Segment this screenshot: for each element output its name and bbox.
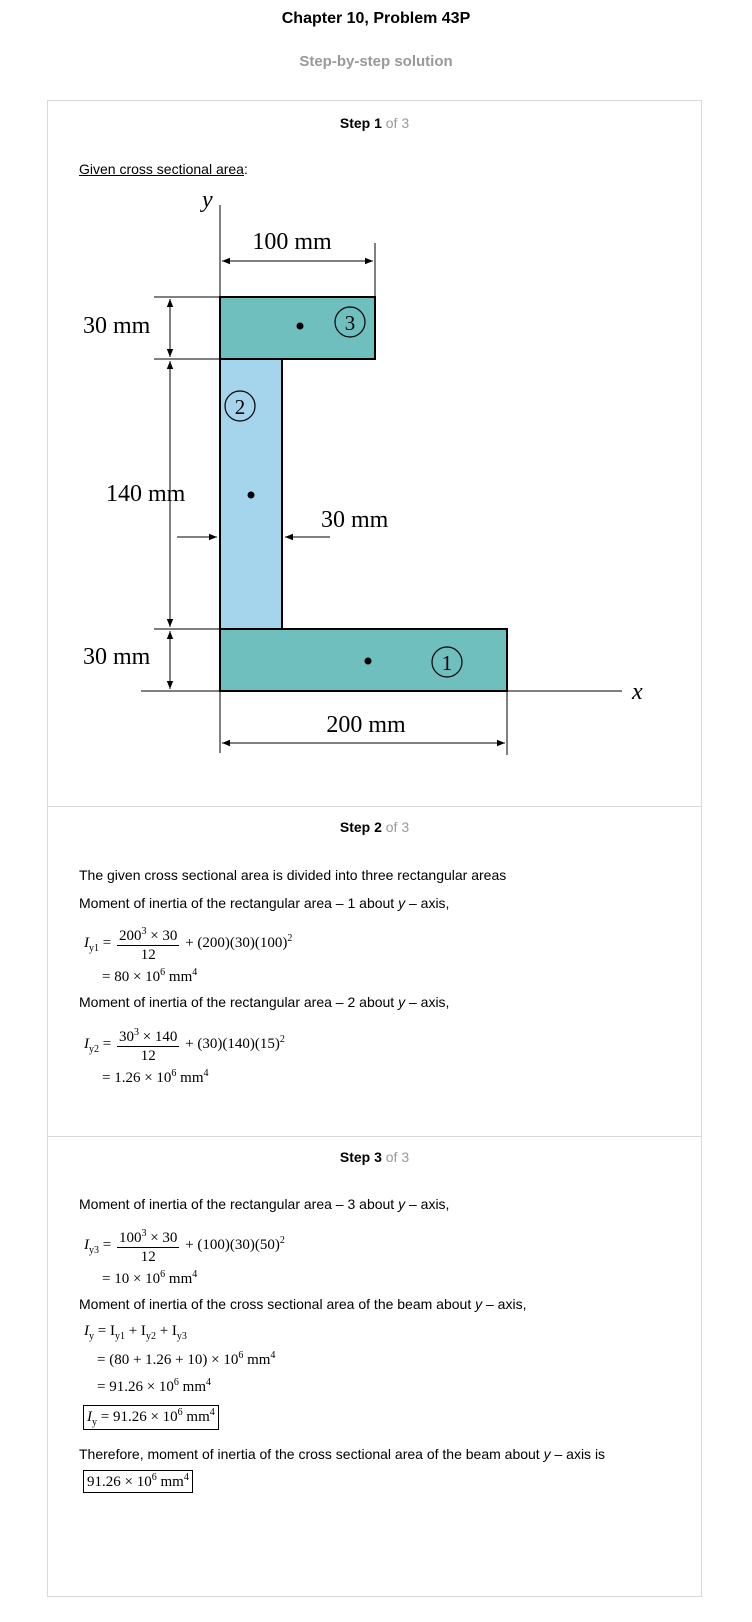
step3-area3-text: Moment of inertia of the rectangular are… bbox=[79, 1196, 450, 1212]
step-number: Step 3 bbox=[339, 1149, 382, 1165]
dim-top-thick-label: 30 mm bbox=[83, 313, 151, 339]
dim-bottom-thick-label: 30 mm bbox=[83, 644, 151, 670]
step2-intro: The given cross sectional area is divide… bbox=[79, 867, 507, 883]
eq-iy-sum-2: = (80 + 1.26 + 10) × 106 mm4 bbox=[97, 1350, 276, 1368]
label-3: 3 bbox=[345, 311, 356, 335]
y-axis-label: y bbox=[200, 187, 213, 213]
given-label-text: Given cross sectional area bbox=[79, 161, 244, 177]
step-2-panel: Step 2 of 3 The given cross sectional ar… bbox=[47, 807, 702, 1137]
eq-iy2-result: = 1.26 × 106 mm4 bbox=[102, 1068, 209, 1086]
step2-area2-text: Moment of inertia of the rectangular are… bbox=[79, 994, 450, 1010]
dim-top-label: 100 mm bbox=[252, 229, 332, 255]
step2-area1-text: Moment of inertia of the rectangular are… bbox=[79, 895, 450, 911]
step-1-heading: Step 1 of 3 bbox=[48, 115, 701, 131]
label-1-circle bbox=[431, 646, 463, 678]
label-2: 2 bbox=[235, 395, 246, 419]
given-colon: : bbox=[243, 161, 248, 177]
centroid-2 bbox=[247, 491, 255, 499]
dim-web-thick-label: 30 mm bbox=[321, 507, 389, 533]
step-number: Step 1 bbox=[339, 115, 382, 131]
centroid-3 bbox=[296, 322, 304, 330]
step-total: of 3 bbox=[381, 1149, 410, 1165]
step-1-panel: Step 1 of 3 Given cross sectional area: … bbox=[47, 100, 702, 807]
page-title: Chapter 10, Problem 43P bbox=[281, 10, 471, 27]
cross-section-figure: y x 3 2 1 100 mm 30 mm 140 mm 30 mm bbox=[83, 187, 643, 755]
eq-iy-sum: Iy = Iy1 + Iy2 + Iy3 bbox=[84, 1323, 187, 1342]
step-3-panel: Step 3 of 3 Moment of inertia of the rec… bbox=[47, 1137, 702, 1597]
boxed-final-answer: 91.26 × 106 mm4 bbox=[83, 1470, 193, 1493]
eq-iy-sum-3: = 91.26 × 106 mm4 bbox=[97, 1377, 212, 1395]
step-number: Step 2 bbox=[339, 819, 382, 835]
eq-iy1-result: = 80 × 106 mm4 bbox=[102, 967, 198, 985]
step-total: of 3 bbox=[381, 819, 410, 835]
dim-bottom-label: 200 mm bbox=[326, 712, 406, 738]
eq-iy3-result: = 10 × 106 mm4 bbox=[102, 1269, 198, 1287]
step-total: of 3 bbox=[381, 115, 410, 131]
step3-total-text: Moment of inertia of the cross sectional… bbox=[79, 1296, 527, 1312]
step-2-heading: Step 2 of 3 bbox=[48, 819, 701, 835]
centroid-1 bbox=[364, 657, 372, 665]
label-3-circle bbox=[334, 306, 366, 338]
label-1: 1 bbox=[442, 651, 453, 675]
dim-web-height-label: 140 mm bbox=[106, 481, 186, 507]
given-label: Given cross sectional area: bbox=[79, 161, 248, 177]
step3-conclusion: Therefore, moment of inertia of the cros… bbox=[79, 1446, 606, 1462]
eq-iy3: Iy3 = 1003 × 30 12 + (100)(30)(50)2 bbox=[84, 1225, 285, 1266]
eq-iy1: Iy1 = 2003 × 30 12 + (200)(30)(100)2 bbox=[84, 923, 292, 964]
eq-iy2: Iy2 = 303 × 140 12 + (30)(140)(15)2 bbox=[84, 1024, 285, 1065]
boxed-iy-result: Iy = 91.26 × 106 mm4 bbox=[83, 1405, 219, 1430]
flange-bottom-rect bbox=[219, 628, 508, 692]
x-axis-label: x bbox=[631, 679, 643, 705]
step-3-heading: Step 3 of 3 bbox=[48, 1149, 701, 1165]
label-2-circle bbox=[224, 390, 256, 422]
page-subtitle: Step-by-step solution bbox=[299, 53, 453, 70]
